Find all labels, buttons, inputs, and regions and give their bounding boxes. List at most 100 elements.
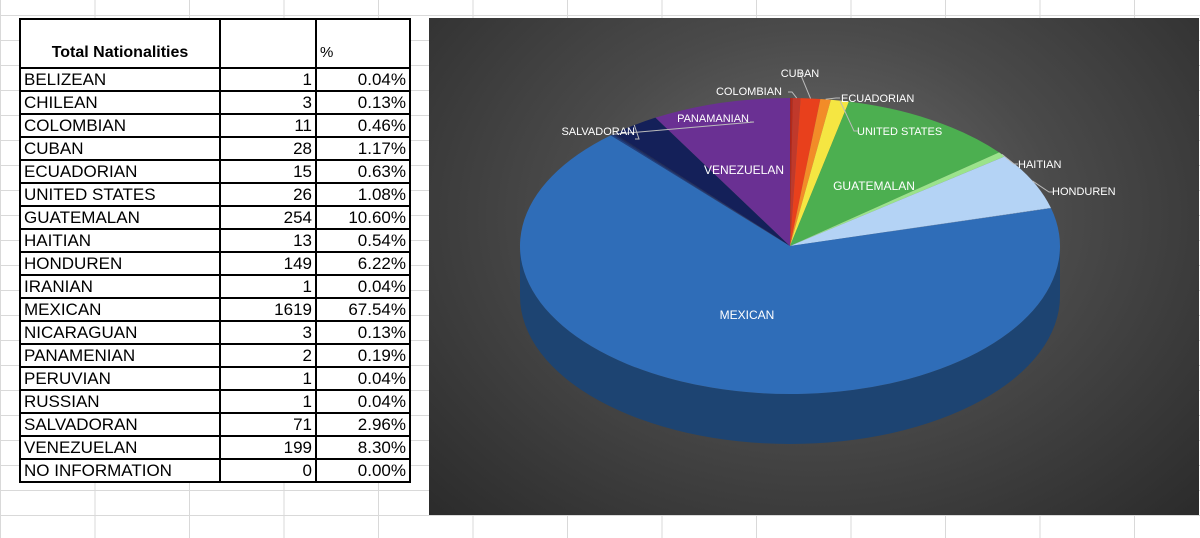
pie-slice-unlabeled-0[interactable] (790, 98, 791, 246)
cell-percent[interactable]: 0.46% (315, 113, 411, 138)
cell-percent[interactable]: 0.63% (315, 159, 411, 184)
cell-nationality[interactable]: HAITIAN (19, 228, 221, 253)
pie-slice-unlabeled-14[interactable] (613, 133, 790, 246)
cell-percent[interactable]: 10.60% (315, 205, 411, 230)
cell-count[interactable]: 13 (219, 228, 317, 253)
cell-count[interactable]: 254 (219, 205, 317, 230)
cell-count[interactable]: 11 (219, 113, 317, 138)
cell-nationality[interactable]: CUBAN (19, 136, 221, 161)
cell-nationality[interactable]: IRANIAN (19, 274, 221, 299)
pie-slice-panamanian[interactable] (612, 134, 790, 246)
cell-nationality[interactable]: MEXICAN (19, 297, 221, 322)
cell-nationality[interactable]: PERUVIAN (19, 366, 221, 391)
cell-nationality[interactable]: ECUADORIAN (19, 159, 221, 184)
cell-nationality[interactable]: PANAMENIAN (19, 343, 221, 368)
pie-slice-venezuelan[interactable] (655, 98, 790, 246)
cell-percent[interactable]: 0.04% (315, 67, 411, 92)
pie-slice-salvadoran[interactable] (614, 117, 790, 246)
pie-label-colombian: COLOMBIAN (716, 86, 782, 98)
cell-count[interactable]: 1 (219, 389, 317, 414)
cell-count[interactable]: 15 (219, 159, 317, 184)
table-header-row: Total Nationalities % (19, 18, 411, 69)
cell-count[interactable]: 1 (219, 274, 317, 299)
cell-percent[interactable]: 1.17% (315, 136, 411, 161)
cell-count[interactable]: 26 (219, 182, 317, 207)
cell-count[interactable]: 1619 (219, 297, 317, 322)
cell-percent[interactable]: 0.19% (315, 343, 411, 368)
leader-line (1032, 180, 1053, 193)
cell-percent[interactable]: 0.00% (315, 458, 411, 483)
leader-line (788, 91, 798, 99)
table-row: PANAMENIAN 2 0.19% (19, 343, 411, 368)
table-row: NICARAGUAN 3 0.13% (19, 320, 411, 345)
pie-slice-ecuadorian[interactable] (790, 98, 831, 246)
cell-nationality[interactable]: HONDUREN (19, 251, 221, 276)
cell-nationality[interactable]: GUATEMALAN (19, 205, 221, 230)
pie-slice-guatemalan[interactable] (790, 101, 1000, 246)
cell-nationality[interactable]: RUSSIAN (19, 389, 221, 414)
leader-line (633, 124, 640, 140)
cell-nationality[interactable]: COLOMBIAN (19, 113, 221, 138)
cell-percent[interactable]: 6.22% (315, 251, 411, 276)
cell-percent[interactable]: 0.04% (315, 366, 411, 391)
table-row: VENEZUELAN 199 8.30% (19, 435, 411, 460)
cell-percent[interactable]: 0.13% (315, 90, 411, 115)
cell-nationality[interactable]: UNITED STATES (19, 182, 221, 207)
cell-percent[interactable]: 0.04% (315, 389, 411, 414)
cell-nationality[interactable]: CHILEAN (19, 90, 221, 115)
leader-line (799, 72, 811, 99)
cell-count[interactable]: 71 (219, 412, 317, 437)
header-pct[interactable]: % (315, 18, 411, 69)
leader-line (612, 121, 755, 135)
pie-label-venezuelan: VENEZUELAN (704, 163, 784, 177)
cell-count[interactable]: 28 (219, 136, 317, 161)
pie-label-haitian: HAITIAN (1018, 159, 1061, 171)
pie-slice-colombian[interactable] (790, 98, 801, 246)
cell-count[interactable]: 1 (219, 366, 317, 391)
nationalities-table: Total Nationalities % BELIZEAN 1 0.04% CHIL… (19, 18, 411, 483)
cell-percent[interactable]: 0.04% (315, 274, 411, 299)
cell-count[interactable]: 2 (219, 343, 317, 368)
cell-count[interactable]: 1 (219, 67, 317, 92)
cell-count[interactable]: 3 (219, 320, 317, 345)
table-row: CUBAN 28 1.17% (19, 136, 411, 161)
pie-slice-unlabeled-11[interactable] (610, 134, 790, 246)
header-count[interactable] (219, 18, 317, 69)
table-row: SALVADORAN 71 2.96% (19, 412, 411, 437)
cell-percent[interactable]: 8.30% (315, 435, 411, 460)
pie-slice-unlabeled-1[interactable] (790, 98, 793, 246)
cell-count[interactable]: 3 (219, 90, 317, 115)
cell-nationality[interactable]: NO INFORMATION (19, 458, 221, 483)
cell-percent[interactable]: 67.54% (315, 297, 411, 322)
pie-side-walls (520, 246, 1060, 444)
header-title[interactable]: Total Nationalities (19, 18, 221, 69)
pie-slice-united-states[interactable] (790, 99, 849, 247)
table-row: GUATEMALAN 254 10.60% (19, 205, 411, 230)
cell-percent[interactable]: 0.13% (315, 320, 411, 345)
cell-percent[interactable]: 1.08% (315, 182, 411, 207)
pie-slice-haitian[interactable] (790, 152, 1005, 246)
pie-slice-cuban[interactable] (790, 98, 821, 247)
cell-nationality[interactable]: VENEZUELAN (19, 435, 221, 460)
cell-count[interactable]: 149 (219, 251, 317, 276)
table-row: IRANIAN 1 0.04% (19, 274, 411, 299)
pie-chart-panel[interactable]: COLOMBIAN CUBAN ECUADORIAN UNITED STATES GUA… (429, 18, 1199, 515)
pie-label-mexican: MEXICAN (720, 308, 775, 322)
cell-percent[interactable]: 2.96% (315, 412, 411, 437)
pie-label-cuban: CUBAN (781, 68, 820, 80)
pie-chart: COLOMBIAN CUBAN ECUADORIAN UNITED STATES GUA… (520, 68, 1116, 444)
cell-count[interactable]: 0 (219, 458, 317, 483)
cell-nationality[interactable]: NICARAGUAN (19, 320, 221, 345)
cell-count[interactable]: 199 (219, 435, 317, 460)
pie-label-honduren: HONDUREN (1052, 186, 1116, 198)
pie-slice-unlabeled-13[interactable] (613, 133, 790, 246)
cell-nationality[interactable]: SALVADORAN (19, 412, 221, 437)
cell-percent[interactable]: 0.54% (315, 228, 411, 253)
table-row: HONDUREN 149 6.22% (19, 251, 411, 276)
table-row: PERUVIAN 1 0.04% (19, 366, 411, 391)
cell-nationality[interactable]: BELIZEAN (19, 67, 221, 92)
pie-slice-honduren[interactable] (790, 156, 1051, 246)
pie-slice-mexican[interactable] (520, 135, 1060, 394)
pie-slice-unlabeled-9[interactable] (790, 207, 1052, 246)
leader-line (825, 97, 840, 100)
